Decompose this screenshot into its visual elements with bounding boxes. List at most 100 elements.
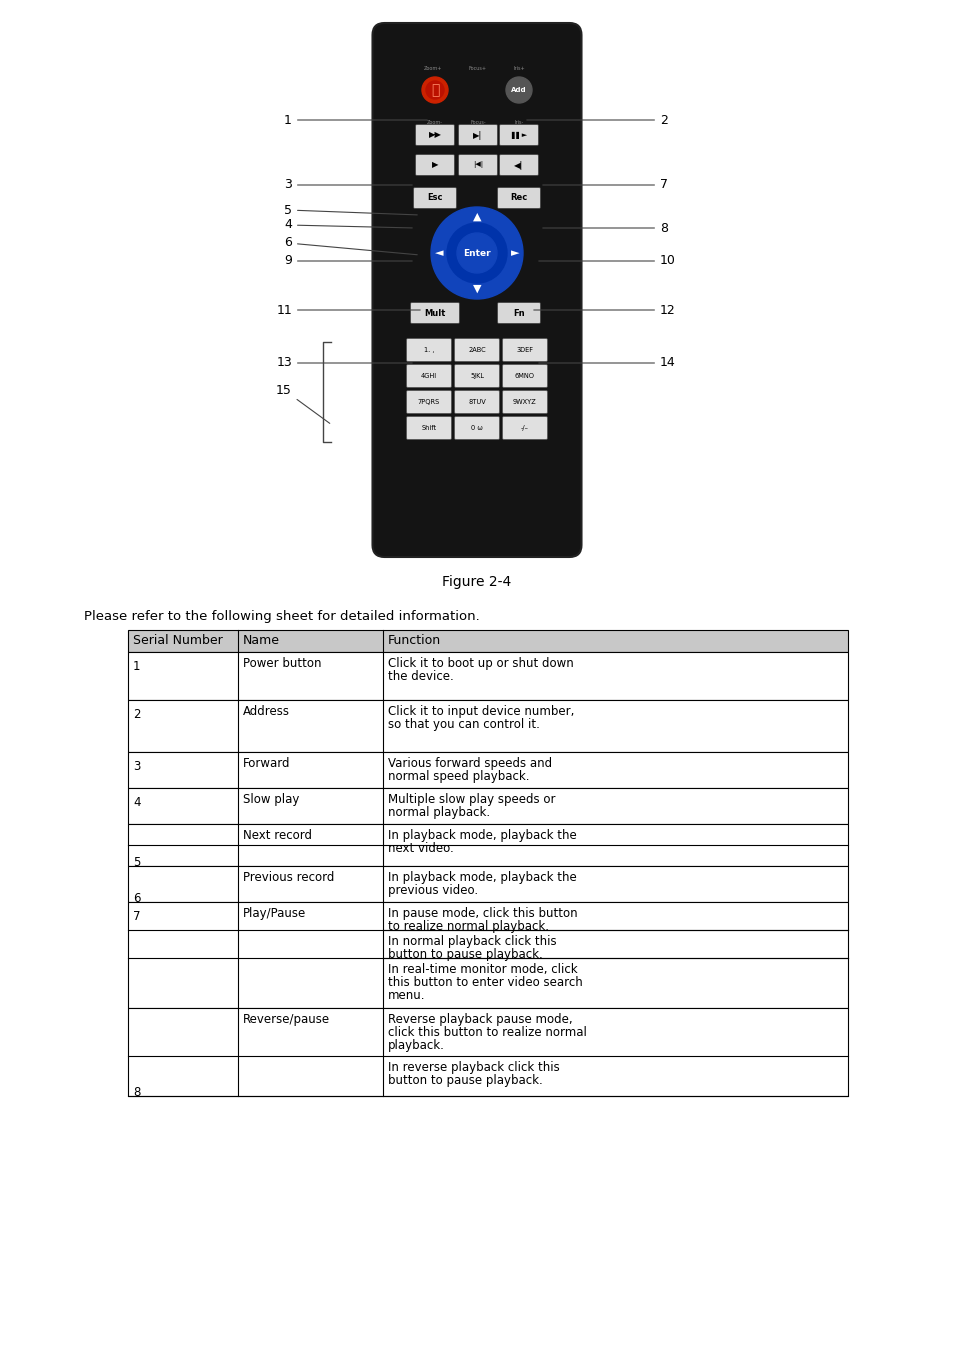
Text: ▲: ▲ — [473, 212, 480, 221]
Bar — [128, 630, 847, 652]
Text: 8TUV: 8TUV — [468, 400, 485, 405]
Text: Please refer to the following sheet for detailed information.: Please refer to the following sheet for … — [84, 610, 479, 622]
Text: Figure 2-4: Figure 2-4 — [442, 575, 511, 589]
Text: to realize normal playback.: to realize normal playback. — [388, 919, 548, 933]
FancyBboxPatch shape — [454, 390, 499, 413]
Text: Iris-: Iris- — [514, 120, 523, 126]
FancyBboxPatch shape — [406, 417, 451, 440]
Text: ⏻: ⏻ — [431, 82, 438, 97]
Text: Name: Name — [243, 634, 280, 648]
Text: button to pause playback.: button to pause playback. — [388, 948, 542, 961]
Text: Esc: Esc — [427, 193, 442, 202]
Text: menu.: menu. — [388, 990, 425, 1002]
FancyBboxPatch shape — [497, 302, 540, 324]
Text: -/–: -/– — [520, 425, 529, 431]
Text: Click it to boot up or shut down: Click it to boot up or shut down — [388, 657, 573, 670]
Text: 6: 6 — [132, 892, 140, 904]
Text: Shift: Shift — [421, 425, 436, 431]
Text: Iris+: Iris+ — [513, 66, 524, 70]
FancyBboxPatch shape — [502, 339, 547, 362]
Text: In real-time monitor mode, click: In real-time monitor mode, click — [388, 963, 577, 976]
Text: click this button to realize normal: click this button to realize normal — [388, 1026, 586, 1040]
Text: 4: 4 — [132, 796, 140, 809]
FancyBboxPatch shape — [410, 302, 459, 324]
Text: Mult: Mult — [424, 309, 445, 317]
Text: Add: Add — [511, 86, 526, 93]
Text: In playback mode, playback the: In playback mode, playback the — [388, 829, 577, 842]
Text: 15: 15 — [275, 383, 330, 424]
Text: previous video.: previous video. — [388, 884, 477, 896]
Text: Serial Number: Serial Number — [132, 634, 222, 648]
Text: Various forward speeds and: Various forward speeds and — [388, 757, 552, 769]
Text: 3: 3 — [284, 178, 412, 192]
Text: Fn: Fn — [513, 309, 524, 317]
Text: 9: 9 — [284, 255, 412, 267]
Text: ▶|: ▶| — [473, 131, 482, 139]
Text: 6MNO: 6MNO — [515, 373, 535, 379]
Bar — [128, 1008, 847, 1096]
Text: 14: 14 — [538, 356, 675, 370]
Bar — [128, 902, 847, 1008]
Text: 1: 1 — [132, 660, 140, 674]
Circle shape — [426, 81, 443, 99]
Text: 1. ,: 1. , — [423, 347, 434, 352]
Circle shape — [456, 234, 497, 273]
FancyBboxPatch shape — [502, 364, 547, 387]
FancyBboxPatch shape — [502, 417, 547, 440]
Circle shape — [421, 77, 448, 103]
FancyBboxPatch shape — [416, 154, 454, 176]
FancyBboxPatch shape — [454, 339, 499, 362]
Text: 7PQRS: 7PQRS — [417, 400, 439, 405]
FancyBboxPatch shape — [499, 154, 537, 176]
Text: 3DEF: 3DEF — [516, 347, 533, 352]
Text: Previous record: Previous record — [243, 871, 334, 884]
Text: Zoom+: Zoom+ — [423, 66, 442, 70]
Bar — [128, 701, 847, 752]
FancyBboxPatch shape — [372, 23, 581, 558]
Text: 13: 13 — [276, 356, 412, 370]
Text: |◀|: |◀| — [473, 162, 482, 169]
Text: 4GHI: 4GHI — [420, 373, 436, 379]
FancyBboxPatch shape — [502, 390, 547, 413]
Text: ▼: ▼ — [473, 284, 480, 294]
Bar — [128, 824, 847, 865]
Text: 5: 5 — [132, 856, 140, 869]
Text: Function: Function — [388, 634, 440, 648]
Bar — [128, 788, 847, 824]
Text: ▌▌►: ▌▌► — [511, 131, 526, 139]
Text: ▶: ▶ — [432, 161, 437, 170]
Text: 1: 1 — [284, 113, 427, 127]
Text: Focus+: Focus+ — [469, 66, 486, 70]
FancyBboxPatch shape — [413, 188, 456, 208]
Circle shape — [447, 223, 506, 284]
Text: Next record: Next record — [243, 829, 312, 842]
Text: 6: 6 — [284, 236, 416, 255]
Text: 11: 11 — [276, 304, 419, 316]
FancyBboxPatch shape — [406, 390, 451, 413]
Bar — [128, 752, 847, 788]
Text: Play/Pause: Play/Pause — [243, 907, 306, 919]
Text: this button to enter video search: this button to enter video search — [388, 976, 582, 990]
Text: 7: 7 — [132, 910, 140, 923]
Bar — [128, 652, 847, 701]
Text: 7: 7 — [542, 178, 667, 192]
Text: 12: 12 — [534, 304, 675, 316]
Text: In pause mode, click this button: In pause mode, click this button — [388, 907, 577, 919]
Circle shape — [505, 77, 532, 103]
Text: normal speed playback.: normal speed playback. — [388, 769, 529, 783]
Circle shape — [431, 207, 522, 298]
Text: normal playback.: normal playback. — [388, 806, 490, 819]
Text: button to pause playback.: button to pause playback. — [388, 1075, 542, 1087]
Text: so that you can control it.: so that you can control it. — [388, 718, 539, 730]
Bar — [128, 865, 847, 902]
Text: Reverse playback pause mode,: Reverse playback pause mode, — [388, 1012, 572, 1026]
Text: 2: 2 — [526, 113, 667, 127]
Text: 2: 2 — [132, 707, 140, 721]
Text: the device.: the device. — [388, 670, 454, 683]
FancyBboxPatch shape — [454, 364, 499, 387]
Text: Slow play: Slow play — [243, 792, 299, 806]
Text: ◄: ◄ — [435, 248, 443, 258]
Text: 5: 5 — [284, 204, 416, 216]
Text: Rec: Rec — [510, 193, 527, 202]
Text: 0 ω: 0 ω — [471, 425, 482, 431]
